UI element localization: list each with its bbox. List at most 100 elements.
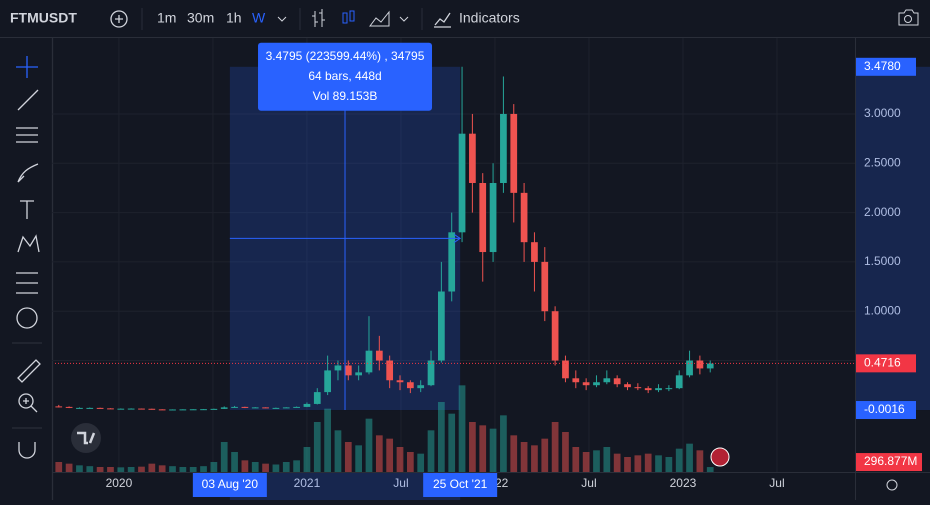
x-tick-label: 2021 bbox=[294, 476, 321, 490]
snapshot-icon[interactable] bbox=[898, 9, 919, 26]
symbol[interactable]: FTMUSDT bbox=[10, 10, 77, 26]
candle-body bbox=[489, 182, 497, 253]
crosshair-tool[interactable] bbox=[16, 56, 38, 78]
dropdown-icon[interactable] bbox=[399, 16, 409, 22]
candle-body bbox=[148, 408, 156, 410]
bars-icon[interactable] bbox=[312, 9, 325, 27]
candle-body bbox=[675, 375, 683, 389]
candle-body bbox=[355, 372, 363, 376]
candle-body bbox=[220, 407, 228, 409]
volume-bar bbox=[272, 464, 280, 472]
volume-bar bbox=[148, 463, 156, 472]
candle-body bbox=[551, 311, 559, 361]
candle-body bbox=[665, 388, 673, 390]
volume-bar bbox=[489, 428, 497, 472]
zoom-icon bbox=[23, 398, 38, 413]
volume-bar bbox=[582, 452, 590, 472]
volume-bar bbox=[551, 422, 559, 472]
left-toolbar bbox=[12, 38, 54, 500]
volume-bar bbox=[696, 450, 704, 472]
brush-tool[interactable] bbox=[17, 163, 39, 183]
candle-body bbox=[603, 378, 611, 383]
volume-bar bbox=[686, 443, 693, 472]
volume-bar bbox=[438, 402, 445, 472]
candle-body bbox=[613, 378, 621, 385]
volume-bar bbox=[365, 418, 373, 472]
price-label: 3.4780 bbox=[864, 59, 901, 73]
trend-line-tool[interactable] bbox=[17, 89, 39, 111]
candle-body bbox=[241, 406, 249, 408]
y-tick-label: 3.0000 bbox=[864, 106, 901, 120]
candle-body bbox=[272, 407, 280, 409]
candle-body bbox=[200, 409, 207, 411]
candle-body bbox=[76, 407, 83, 409]
volume-bar bbox=[262, 463, 269, 472]
volume-bar bbox=[282, 462, 290, 472]
volume-bar bbox=[427, 430, 435, 472]
interval[interactable]: 30m bbox=[187, 10, 214, 26]
volume-bar bbox=[107, 467, 114, 472]
y-tick-label: 2.5000 bbox=[864, 155, 901, 169]
interval[interactable]: 1m bbox=[157, 10, 176, 26]
candle-body bbox=[65, 406, 73, 408]
candle-body bbox=[375, 350, 383, 361]
volume-bar bbox=[293, 460, 300, 472]
candle-body bbox=[127, 408, 135, 410]
volume-bar bbox=[510, 435, 518, 472]
candle-body bbox=[189, 409, 197, 411]
settings-icon[interactable] bbox=[886, 479, 898, 491]
candle-body bbox=[138, 408, 145, 410]
candle-body bbox=[706, 363, 714, 369]
candle-body bbox=[531, 242, 538, 262]
zoom-tool[interactable] bbox=[18, 393, 34, 409]
x-tick-label: Jul bbox=[581, 476, 596, 490]
candles-icon bbox=[349, 10, 355, 22]
x-tick-label: 2020 bbox=[106, 476, 133, 490]
volume-bar bbox=[448, 413, 456, 472]
candle-body bbox=[55, 406, 63, 408]
candle-body bbox=[169, 409, 176, 411]
volume-bar bbox=[675, 448, 683, 472]
candle-body bbox=[107, 408, 114, 410]
icon-tool[interactable] bbox=[16, 307, 38, 329]
fib-tool[interactable] bbox=[16, 127, 38, 143]
prediction-tool[interactable] bbox=[16, 272, 38, 294]
interval[interactable]: 1h bbox=[226, 10, 242, 26]
volume-bar bbox=[655, 455, 662, 472]
event-flag[interactable] bbox=[710, 447, 730, 467]
compare-button[interactable] bbox=[110, 10, 128, 28]
y-tick-label: 2.0000 bbox=[864, 205, 901, 219]
time-label: 03 Aug '20 bbox=[202, 477, 259, 491]
interval-active[interactable]: W bbox=[252, 10, 266, 26]
candles-icon[interactable] bbox=[342, 12, 348, 24]
volume-bar bbox=[644, 453, 652, 472]
text-tool[interactable] bbox=[20, 200, 34, 219]
dropdown-icon[interactable] bbox=[277, 16, 287, 22]
volume-bar bbox=[241, 460, 249, 472]
indicators-icon[interactable] bbox=[434, 12, 451, 28]
candle-body bbox=[96, 407, 104, 409]
price-label-box bbox=[856, 354, 916, 373]
volume-bar bbox=[303, 447, 311, 472]
plot bbox=[55, 66, 714, 472]
volume-bar bbox=[231, 452, 238, 472]
magnet-tool[interactable] bbox=[18, 442, 36, 459]
indicators-button[interactable]: Indicators bbox=[459, 10, 520, 26]
candle-body bbox=[562, 360, 569, 379]
candle-body bbox=[541, 261, 549, 312]
measure-tool[interactable] bbox=[17, 359, 41, 383]
candle-body bbox=[386, 360, 394, 381]
candle-body bbox=[406, 382, 414, 389]
candle-body bbox=[593, 382, 600, 386]
pattern-tool[interactable] bbox=[17, 234, 40, 253]
overlay: 3.4795 (223599.44%) , 34795 64 bars, 448d… bbox=[55, 42, 922, 497]
candle-body bbox=[396, 380, 404, 383]
tv-logo-mark bbox=[77, 431, 96, 445]
area-icon[interactable] bbox=[369, 10, 390, 27]
time-label-box bbox=[192, 473, 267, 497]
candle-body bbox=[510, 113, 518, 193]
candle-body bbox=[303, 403, 311, 407]
